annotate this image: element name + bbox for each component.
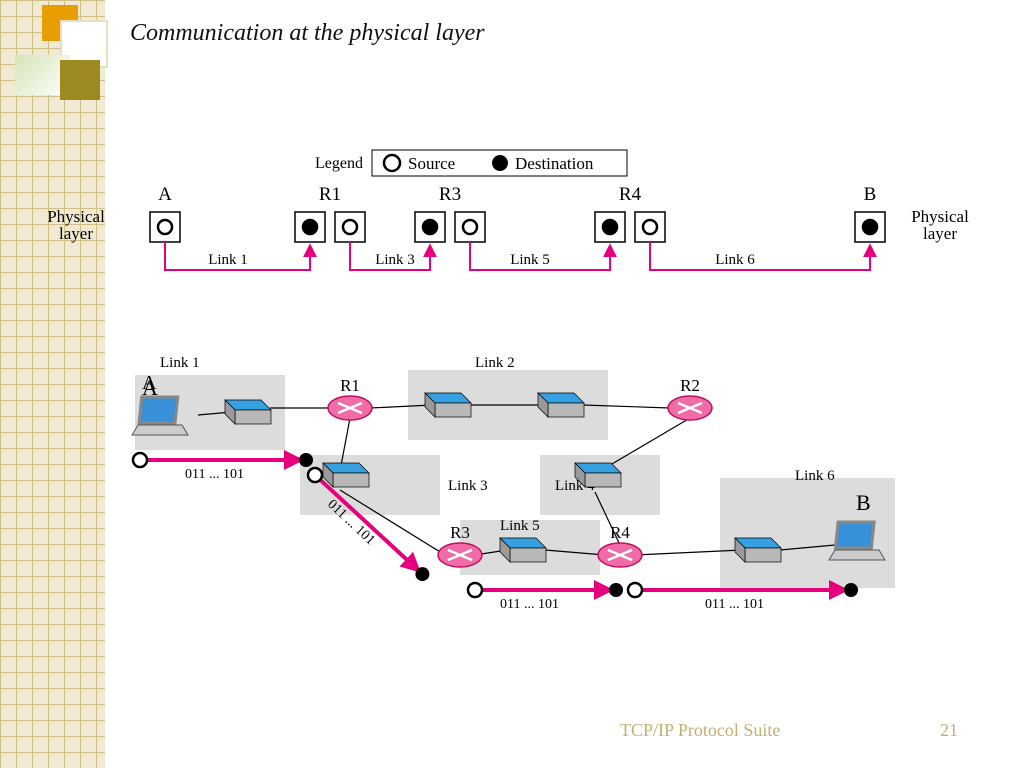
svg-text:Link 3: Link 3 [375,252,415,268]
svg-text:Link 5: Link 5 [500,518,540,534]
svg-text:011 ... 101: 011 ... 101 [500,597,559,612]
svg-text:Link 1: Link 1 [208,252,248,268]
svg-text:Link 3: Link 3 [448,478,488,494]
svg-text:Link 6: Link 6 [795,468,835,484]
svg-text:R4: R4 [619,184,642,205]
svg-text:R4: R4 [610,523,630,542]
svg-text:Source: Source [408,154,455,173]
svg-text:A: A [158,184,172,205]
svg-text:011 ... 101: 011 ... 101 [185,467,244,482]
svg-text:Legend: Legend [315,155,363,172]
svg-text:Link 1: Link 1 [160,355,200,371]
diagram-canvas: Legend Source Destination Physicallayer Phys… [0,0,1024,768]
svg-text:R2: R2 [680,376,700,395]
svg-text:011 ... 101: 011 ... 101 [705,597,764,612]
svg-text:Link 5: Link 5 [510,252,550,268]
svg-text:Link 2: Link 2 [475,355,515,371]
svg-text:R1: R1 [340,376,360,395]
svg-text:B: B [864,184,877,205]
svg-text:Physicallayer: Physicallayer [911,207,969,243]
svg-text:Link 6: Link 6 [715,252,755,268]
svg-text:R3: R3 [439,184,461,205]
svg-text:Destination: Destination [515,154,594,173]
svg-text:Physicallayer: Physicallayer [47,207,105,243]
svg-text:B: B [856,490,871,515]
svg-text:R1: R1 [319,184,341,205]
svg-text:R3: R3 [450,523,470,542]
svg-text:A: A [142,375,158,400]
